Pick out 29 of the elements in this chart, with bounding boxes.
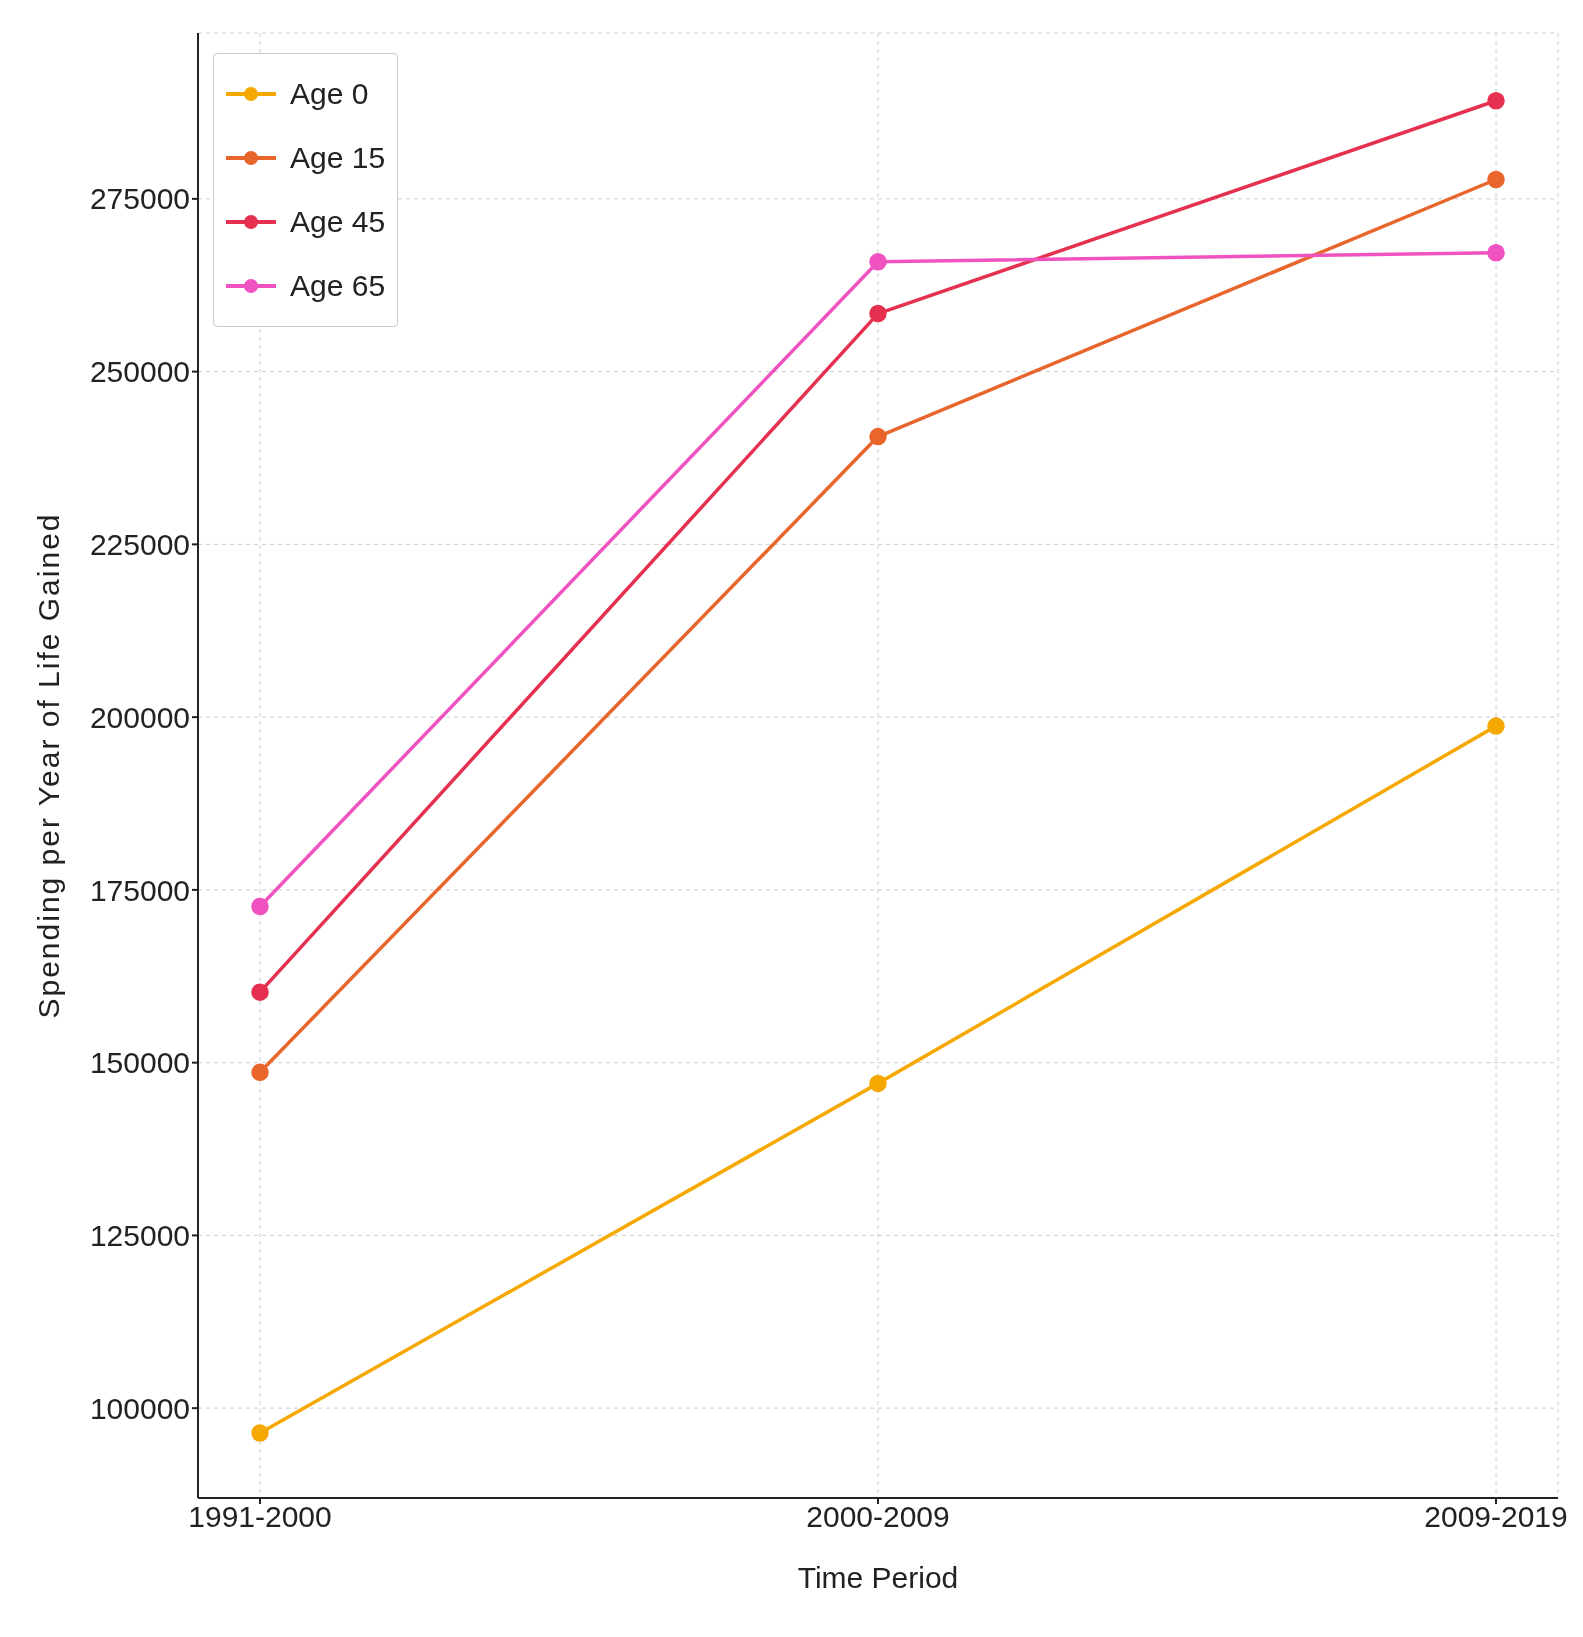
point [251, 983, 269, 1001]
point [1487, 91, 1505, 110]
y-tick-label: 100000 [89, 1391, 190, 1425]
point [1487, 717, 1505, 735]
legend-label: Age 0 [290, 76, 369, 112]
point [869, 1074, 887, 1093]
y-axis-title: Spending per Year of Life Gained [31, 512, 65, 1019]
point [869, 304, 887, 323]
point [869, 427, 887, 446]
point [251, 1063, 269, 1082]
point [251, 897, 269, 916]
legend-label: Age 65 [290, 268, 386, 304]
y-tick-label: 150000 [89, 1046, 190, 1080]
legend-label: Age 45 [290, 204, 386, 240]
y-tick-label: 200000 [89, 700, 190, 734]
y-tick-label: 275000 [89, 182, 190, 216]
legend-label: Age 15 [290, 140, 386, 176]
point [1487, 170, 1505, 189]
y-tick-label: 125000 [89, 1219, 190, 1253]
point [251, 1424, 269, 1442]
point [1487, 244, 1505, 262]
y-tick-label: 250000 [89, 355, 190, 389]
point [869, 252, 887, 271]
x-tick-label: 2000-2009 [806, 1500, 950, 1534]
y-tick-label: 175000 [89, 873, 190, 907]
x-tick-label: 1991-2000 [188, 1500, 332, 1534]
y-tick-label: 225000 [89, 528, 190, 562]
x-axis-title: Time Period [797, 1561, 959, 1594]
x-tick-label: 2009-2019 [1424, 1500, 1568, 1534]
